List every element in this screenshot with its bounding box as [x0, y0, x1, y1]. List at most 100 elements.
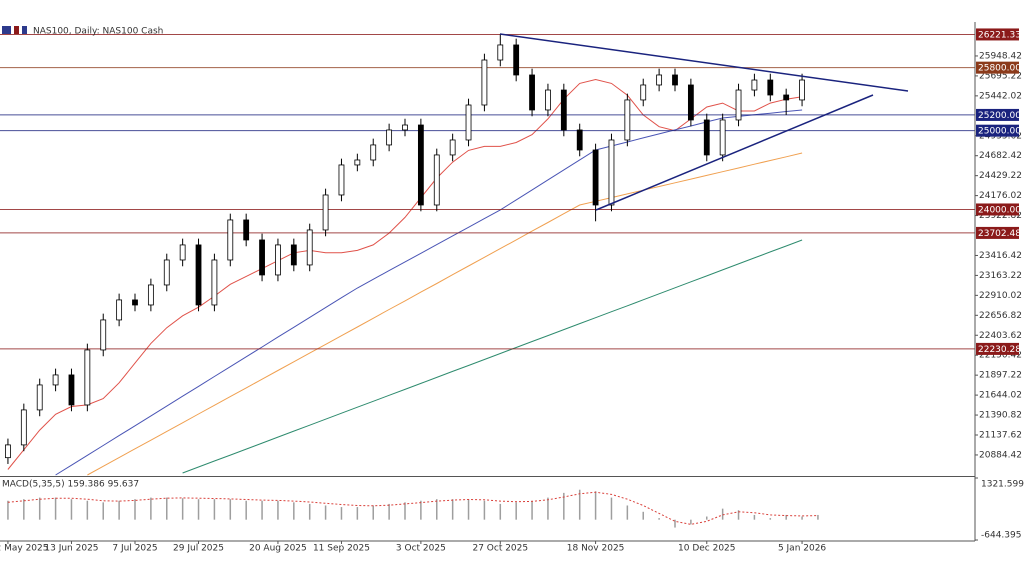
macd-bar — [785, 514, 787, 520]
candle-body — [433, 154, 440, 206]
level-label: 25800.00 — [978, 64, 1021, 74]
y-tick-label: 21390.82 — [979, 411, 1022, 421]
candle-body — [767, 79, 774, 96]
candle-body — [560, 89, 567, 131]
macd-bar — [388, 503, 390, 520]
y-tick-label: 22150.42 — [979, 351, 1022, 361]
y-tick-label: 21137.62 — [979, 431, 1022, 441]
candle-body — [719, 119, 726, 156]
candle-body — [195, 244, 202, 306]
macd-bar — [578, 489, 581, 520]
candle-body — [402, 124, 408, 131]
macd-bar — [642, 511, 644, 520]
level-label-box — [976, 203, 1019, 216]
candle-body — [338, 164, 345, 196]
level-label-box — [976, 108, 1019, 121]
candle-body — [465, 104, 472, 141]
candle-body — [211, 259, 218, 306]
candle-body — [275, 244, 281, 276]
x-tick-label: 18 Nov 2025 — [567, 544, 625, 554]
candle-body — [576, 129, 583, 151]
level-label: 22230.28 — [978, 345, 1021, 355]
macd-bar — [451, 499, 454, 520]
candle-body — [687, 84, 694, 121]
candle-body — [672, 74, 678, 86]
macd-bar — [150, 497, 152, 520]
macd-bar — [134, 499, 136, 520]
macd-bar — [721, 508, 724, 520]
candle-body — [545, 89, 551, 111]
candle-body — [783, 94, 790, 101]
macd-bar — [626, 505, 629, 520]
candle-body — [116, 299, 123, 321]
macd-bar — [86, 500, 89, 520]
macd-bar — [324, 505, 327, 520]
candle-body — [417, 124, 424, 206]
level-label-box — [976, 226, 1019, 239]
y-tick-label: 23416.42 — [979, 251, 1022, 261]
x-tick-label: 29 Jul 2025 — [173, 544, 224, 554]
top-layer: NAS100, Daily: NAS100 Cash MACD(5,35,5) … — [0, 22, 976, 542]
candle-body — [529, 74, 535, 111]
level-label: 23702.48 — [978, 229, 1021, 239]
moving-average — [87, 152, 803, 476]
macd-bar — [674, 519, 676, 528]
macd-bar — [7, 500, 9, 520]
macd-bar — [23, 499, 25, 520]
candle-body — [354, 159, 361, 166]
macd-bar — [213, 499, 216, 520]
level-label-box — [976, 61, 1019, 74]
candle-body — [259, 239, 265, 276]
x-tick-label: 11 Sep 2025 — [313, 544, 370, 554]
macd-bar — [293, 502, 295, 520]
y-tick-label: 24176.02 — [979, 191, 1022, 201]
macd-bar — [547, 497, 549, 520]
level-label-box — [976, 124, 1019, 137]
y-tick-label: 24429.22 — [979, 171, 1022, 181]
candle-body — [5, 444, 11, 459]
macd-bar — [610, 497, 613, 520]
marks-layer — [5, 34, 819, 528]
trendline-upper — [499, 33, 909, 92]
y-tick-label: -644.395 — [981, 531, 1021, 541]
candle-body — [179, 244, 186, 261]
macd-bar — [340, 507, 343, 520]
labels-layer: 25948.4225695.2225442.0224935.6224682.42… — [0, 28, 1024, 554]
candle-body — [386, 129, 393, 146]
candle-body — [497, 44, 504, 61]
macd-bar — [166, 497, 168, 520]
candle-body — [481, 59, 488, 106]
macd-bar — [753, 514, 756, 520]
candle-body — [20, 409, 27, 446]
macd-bar — [563, 492, 565, 520]
candle-body — [227, 219, 234, 261]
y-tick-label: 21644.02 — [979, 391, 1022, 401]
indicator-title: MACD(5,35,5) 159.386 95.637 — [2, 480, 139, 490]
macd-bar — [308, 503, 311, 520]
x-tick-label: 5 Jan 2026 — [778, 544, 826, 554]
header-icon — [22, 26, 27, 34]
macd-bar — [181, 498, 184, 520]
candle-body — [36, 384, 43, 411]
candle-body — [449, 139, 456, 156]
macd-bar — [229, 499, 232, 520]
macd-bar — [436, 499, 438, 520]
y-tick-label: 23163.22 — [979, 271, 1022, 281]
macd-bar — [118, 500, 120, 520]
candle-body — [132, 299, 138, 306]
macd-bar — [261, 500, 263, 520]
macd-bar — [54, 497, 57, 520]
moving-average — [182, 239, 803, 474]
candle-body — [592, 149, 599, 206]
candle-body — [640, 84, 647, 101]
macd-signal — [7, 491, 818, 525]
candle-body — [52, 374, 59, 386]
header-icon — [14, 26, 19, 34]
macd-bar — [467, 499, 470, 520]
chart-title: NAS100, Daily: NAS100 Cash — [33, 27, 163, 37]
y-tick-label: 24682.42 — [979, 151, 1022, 161]
x-tick-label: 7 Jul 2025 — [112, 544, 157, 554]
x-tick-label: 10 Dec 2025 — [678, 544, 736, 554]
